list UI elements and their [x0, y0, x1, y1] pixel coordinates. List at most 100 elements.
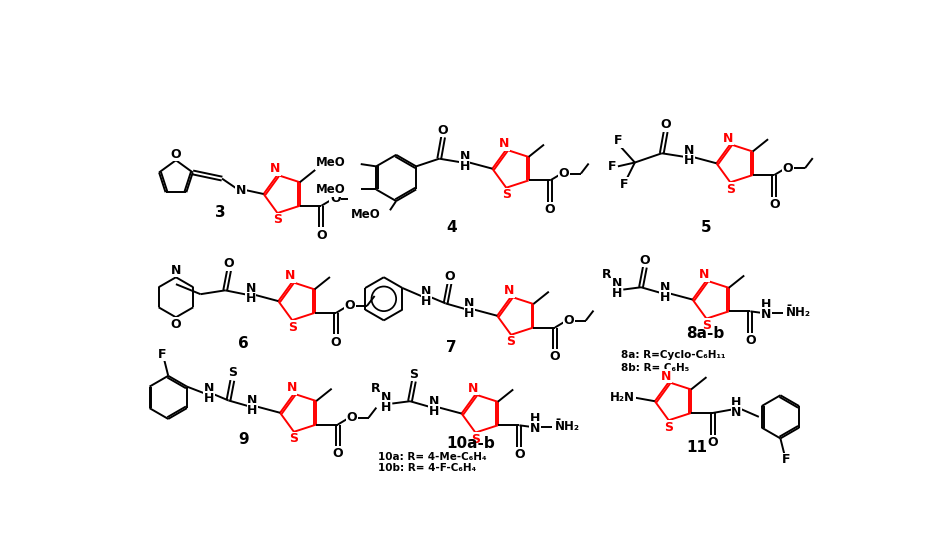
Text: H: H — [204, 392, 214, 405]
Text: O: O — [437, 124, 448, 136]
Text: S: S — [725, 183, 734, 196]
Text: S: S — [273, 214, 281, 227]
Text: N: N — [171, 264, 181, 277]
Text: 4: 4 — [446, 221, 456, 236]
Text: H: H — [421, 295, 431, 308]
Text: S: S — [664, 421, 672, 434]
Text: 5: 5 — [700, 221, 710, 236]
Text: O: O — [514, 448, 524, 461]
Text: MeO: MeO — [350, 208, 380, 221]
Text: H: H — [429, 405, 439, 418]
Text: N: N — [661, 369, 671, 383]
Text: 8a: R=Cyclo-C₆H₁₁: 8a: R=Cyclo-C₆H₁₁ — [620, 350, 725, 360]
Text: MeO: MeO — [315, 156, 345, 169]
Text: 11: 11 — [685, 440, 706, 455]
Text: -: - — [555, 414, 560, 426]
Text: 10a: R= 4-Me-C₆H₄: 10a: R= 4-Me-C₆H₄ — [378, 453, 486, 463]
Text: S: S — [470, 433, 480, 446]
Text: 10b: R= 4-F-C₆H₄: 10b: R= 4-F-C₆H₄ — [378, 463, 476, 473]
Text: N: N — [760, 308, 770, 321]
Text: N: N — [467, 382, 478, 395]
Text: O: O — [639, 254, 649, 267]
Text: 3: 3 — [215, 205, 226, 220]
Text: N: N — [247, 394, 258, 407]
Text: F: F — [158, 348, 166, 361]
Text: N: N — [699, 268, 709, 281]
Text: O: O — [332, 447, 343, 461]
Text: N: N — [429, 395, 439, 408]
Text: N: N — [731, 406, 741, 419]
Text: O: O — [768, 198, 779, 211]
Text: N: N — [659, 281, 669, 294]
Text: -: - — [785, 300, 790, 312]
Text: N: N — [498, 137, 509, 150]
Text: H₂N: H₂N — [610, 391, 634, 404]
Text: O: O — [224, 257, 234, 270]
Text: NH₂: NH₂ — [554, 421, 579, 433]
Text: S: S — [287, 320, 296, 334]
Text: O: O — [171, 318, 181, 330]
Text: H: H — [683, 155, 693, 167]
Text: N: N — [459, 150, 469, 163]
Text: S: S — [409, 368, 418, 381]
Text: O: O — [744, 334, 755, 347]
Text: F: F — [607, 160, 615, 173]
Text: H: H — [612, 287, 622, 300]
Text: NH₂: NH₂ — [784, 306, 810, 319]
Text: N: N — [204, 382, 214, 394]
Text: O: O — [171, 148, 181, 160]
Text: O: O — [706, 436, 717, 449]
Text: N: N — [464, 297, 474, 310]
Text: N: N — [284, 269, 295, 282]
Text: S: S — [506, 335, 515, 348]
Text: N: N — [286, 381, 296, 394]
Text: 8b: R= C₆H₅: 8b: R= C₆H₅ — [620, 363, 688, 373]
Text: S: S — [501, 188, 510, 201]
Text: R: R — [371, 382, 380, 394]
Text: S: S — [289, 432, 298, 445]
Text: O: O — [549, 350, 560, 364]
Text: O: O — [346, 411, 357, 424]
Text: S: S — [701, 319, 710, 332]
Text: N: N — [245, 282, 256, 295]
Text: MeO: MeO — [315, 183, 345, 196]
Text: N: N — [236, 184, 246, 197]
Text: O: O — [315, 229, 327, 241]
Text: N: N — [421, 285, 431, 297]
Text: O: O — [660, 118, 670, 131]
Text: H: H — [529, 412, 539, 425]
Text: O: O — [545, 203, 555, 216]
Text: O: O — [782, 161, 793, 175]
Text: 9: 9 — [238, 432, 248, 447]
Text: S: S — [228, 366, 237, 379]
Text: H: H — [659, 291, 669, 304]
Text: H: H — [731, 395, 741, 409]
Text: H: H — [245, 292, 256, 305]
Text: F: F — [619, 177, 628, 191]
Text: O: O — [558, 167, 568, 180]
Text: R: R — [601, 268, 612, 281]
Text: O: O — [345, 300, 355, 312]
Text: N: N — [722, 132, 733, 144]
Text: 8a-b: 8a-b — [686, 326, 724, 341]
Text: H: H — [459, 160, 469, 173]
Text: N: N — [529, 422, 539, 435]
Text: N: N — [270, 163, 280, 175]
Text: F: F — [782, 454, 790, 466]
Text: O: O — [563, 314, 574, 327]
Text: F: F — [613, 134, 621, 148]
Text: 10a-b: 10a-b — [446, 436, 495, 451]
Text: O: O — [329, 192, 340, 205]
Text: H: H — [760, 298, 770, 311]
Text: N: N — [612, 277, 622, 290]
Text: O: O — [330, 336, 341, 349]
Text: O: O — [444, 270, 454, 283]
Text: H: H — [380, 401, 391, 414]
Text: 6: 6 — [238, 336, 249, 351]
Text: H: H — [247, 404, 258, 417]
Text: N: N — [380, 391, 391, 404]
Text: H: H — [464, 307, 474, 320]
Text: N: N — [503, 284, 514, 297]
Text: N: N — [683, 144, 693, 157]
Text: 7: 7 — [446, 340, 456, 355]
